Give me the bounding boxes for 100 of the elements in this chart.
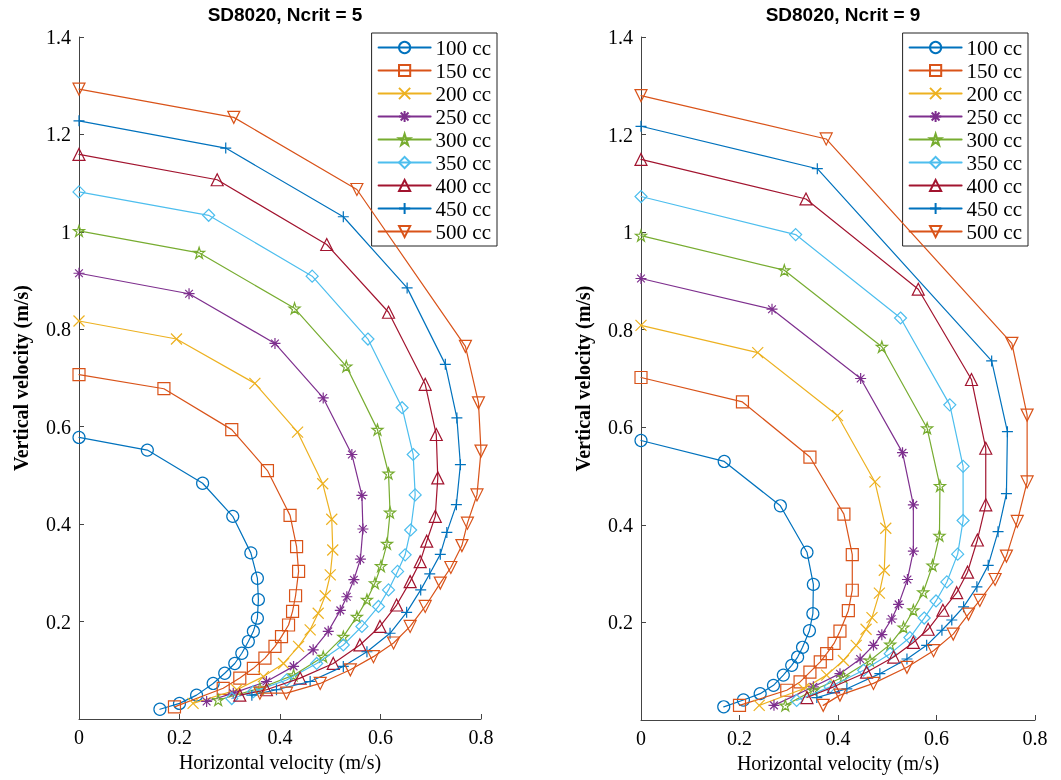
point	[780, 683, 794, 697]
point	[246, 661, 260, 675]
point	[926, 644, 941, 658]
legend-label: 300 cc	[435, 127, 492, 152]
point	[281, 618, 296, 632]
point	[268, 337, 282, 350]
point	[800, 690, 814, 705]
point	[970, 580, 983, 593]
point	[875, 340, 888, 353]
point	[250, 611, 264, 625]
legend-label: 200 cc	[966, 81, 1023, 106]
x-axis-title: Horizontal velocity (m/s)	[178, 750, 382, 774]
point	[386, 636, 401, 650]
point	[406, 447, 420, 462]
point	[227, 110, 241, 124]
point	[361, 332, 375, 346]
point	[970, 533, 984, 547]
point	[926, 559, 939, 572]
point	[226, 509, 240, 523]
point	[753, 699, 766, 712]
y-tick-label: 0.8	[608, 318, 633, 341]
point	[279, 673, 294, 687]
x-tick-label: 0.8	[468, 726, 494, 748]
point	[382, 467, 395, 480]
point	[907, 498, 920, 511]
point	[313, 676, 327, 691]
point	[403, 619, 417, 634]
point	[883, 647, 897, 661]
point	[395, 401, 409, 415]
point	[398, 548, 412, 562]
point	[310, 656, 324, 671]
point	[802, 624, 817, 638]
point	[878, 564, 891, 577]
y-tick-label: 0.2	[608, 611, 633, 634]
point	[935, 624, 949, 637]
point	[956, 513, 970, 528]
point	[440, 526, 453, 539]
point	[956, 459, 970, 473]
point	[833, 667, 847, 680]
point	[717, 454, 731, 469]
point	[790, 693, 804, 708]
point	[837, 670, 850, 684]
point	[72, 185, 86, 199]
point	[218, 666, 232, 680]
point	[206, 676, 220, 691]
point	[72, 224, 86, 237]
point	[791, 650, 805, 664]
point	[257, 670, 270, 683]
point	[381, 583, 396, 597]
legend-label: 100 cc	[966, 35, 1023, 60]
point	[735, 395, 750, 409]
x-tick-label: 0.6	[924, 727, 949, 749]
point	[964, 372, 979, 387]
point	[312, 607, 325, 620]
point	[960, 565, 975, 579]
point	[288, 589, 303, 603]
point	[371, 423, 384, 436]
point	[903, 630, 917, 645]
point	[353, 638, 367, 652]
point	[854, 372, 867, 385]
point	[428, 509, 442, 523]
point	[304, 675, 317, 688]
point	[380, 537, 394, 550]
point	[248, 377, 261, 390]
point	[892, 598, 905, 611]
point	[291, 425, 304, 439]
point	[920, 639, 933, 652]
point	[845, 583, 859, 597]
point	[873, 587, 886, 600]
chart-title: SD8020, Ncrit = 5	[207, 4, 363, 25]
point	[170, 332, 183, 346]
point	[979, 498, 993, 512]
point	[433, 576, 447, 590]
point	[287, 660, 300, 673]
point	[233, 688, 247, 702]
x-tick-label: 0	[636, 727, 646, 749]
point	[951, 547, 965, 561]
point	[202, 208, 216, 222]
point	[288, 302, 301, 315]
legend-label: 400 cc	[435, 173, 492, 198]
point	[355, 489, 369, 502]
point	[471, 396, 486, 410]
point	[795, 640, 810, 654]
point	[389, 598, 404, 612]
point	[460, 516, 475, 530]
point	[343, 663, 357, 677]
point	[800, 545, 814, 559]
point	[450, 498, 463, 511]
point	[936, 603, 950, 617]
point	[340, 590, 353, 603]
point	[374, 559, 388, 573]
point	[347, 573, 360, 586]
x-tick-label: 0.2	[167, 726, 192, 748]
point	[72, 430, 86, 445]
legend-label: 150 cc	[435, 58, 492, 83]
point	[317, 391, 330, 405]
point	[736, 693, 751, 707]
point	[305, 269, 319, 283]
point	[1000, 487, 1013, 500]
point	[837, 507, 851, 521]
